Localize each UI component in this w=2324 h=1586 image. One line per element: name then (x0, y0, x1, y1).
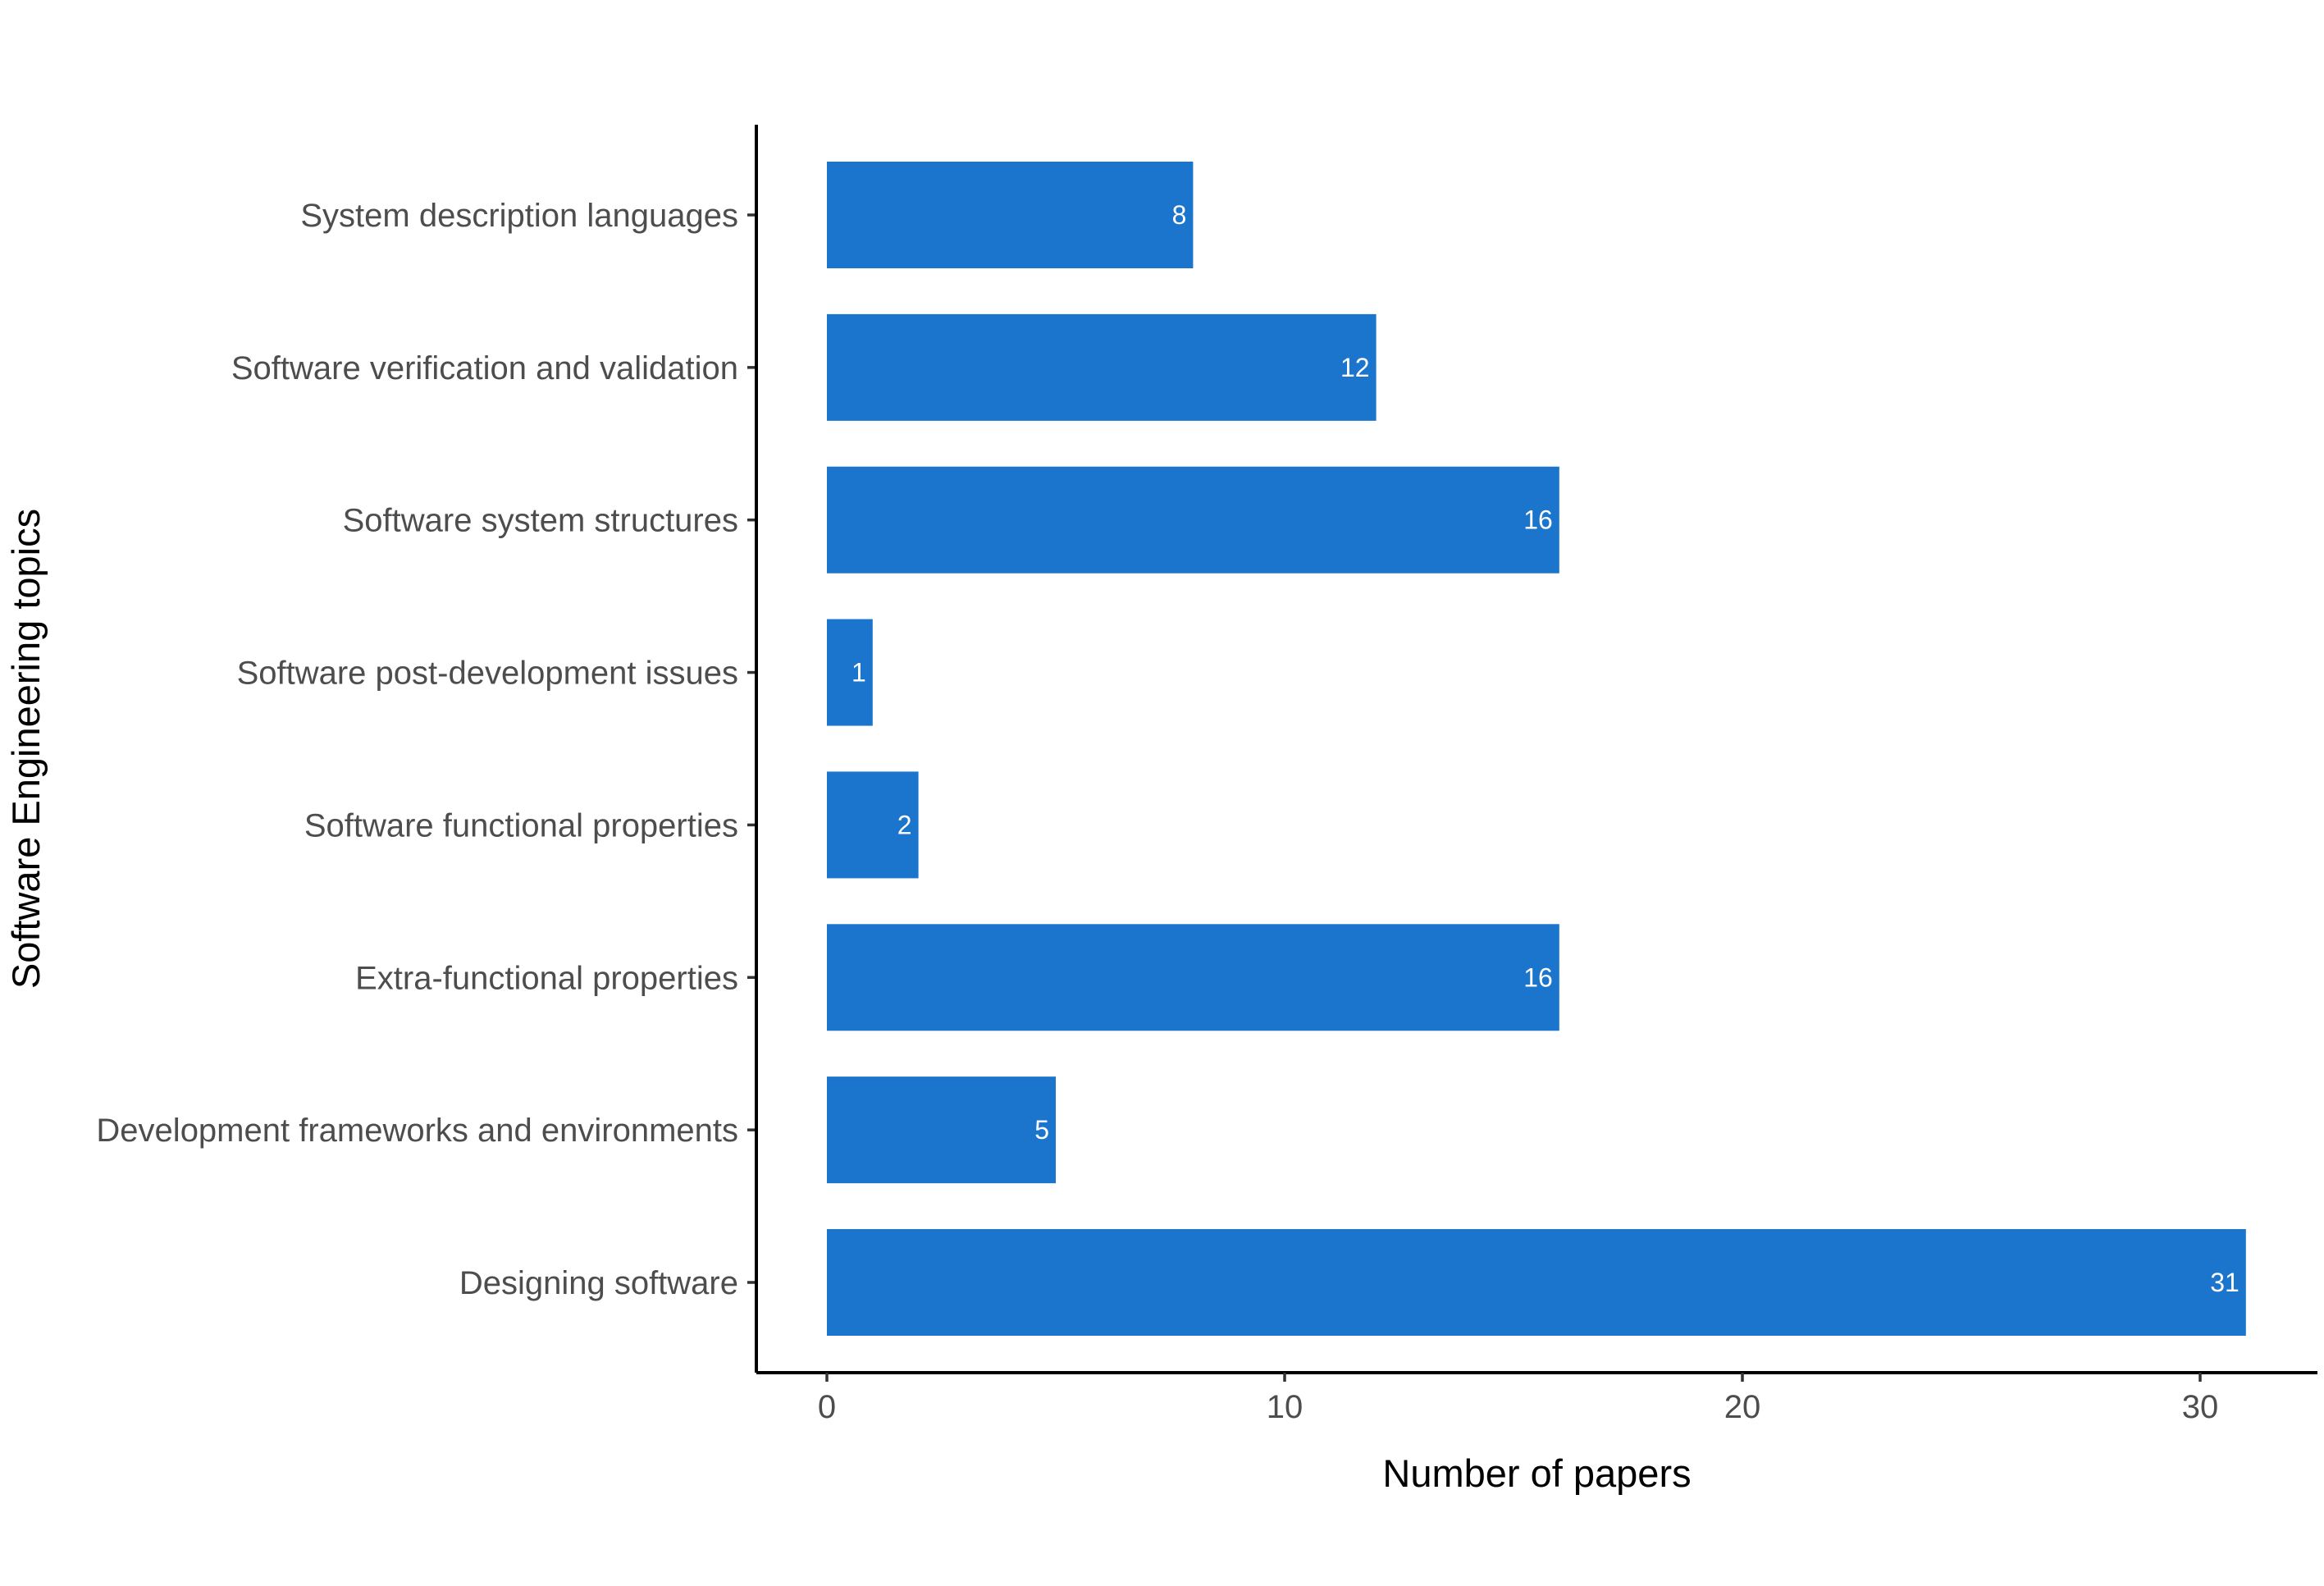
bar (827, 1229, 2246, 1336)
bar (827, 466, 1559, 574)
y-axis: System description languages Software ver… (96, 125, 758, 1373)
y-axis-title: Software Engineering topics (4, 509, 48, 989)
bar-value-label: 12 (1340, 353, 1370, 382)
category-label: Designing software (459, 1265, 738, 1301)
category-label: Software functional properties (304, 807, 738, 843)
category-label: Software system structures (343, 503, 738, 539)
bar-value-label: 1 (852, 658, 866, 688)
bar (827, 162, 1194, 268)
x-tick-label: 30 (2182, 1389, 2219, 1425)
bar-value-label: 16 (1523, 505, 1553, 535)
bar-value-label: 8 (1172, 200, 1187, 230)
x-axis: 0 10 20 30 (756, 1371, 2317, 1425)
x-tick-label: 20 (1724, 1389, 1761, 1425)
category-label: Development frameworks and environments (96, 1113, 738, 1149)
category-label: Extra-functional properties (355, 960, 738, 996)
category-label: Software post-development issues (237, 656, 738, 692)
bars-group (827, 162, 2246, 1336)
bar-value-label: 16 (1523, 962, 1553, 992)
bar (827, 771, 919, 879)
category-label: Software verification and validation (231, 350, 738, 386)
x-axis-title: Number of papers (1382, 1451, 1691, 1495)
bar-value-label: 31 (2210, 1268, 2240, 1297)
bar (827, 619, 873, 726)
category-label: System description languages (300, 198, 738, 234)
bar (827, 1076, 1056, 1184)
bar (827, 924, 1559, 1031)
x-tick-label: 10 (1267, 1389, 1304, 1425)
bar-value-label: 2 (897, 810, 912, 839)
bar (827, 313, 1377, 421)
x-tick-label: 0 (818, 1389, 836, 1425)
bar-value-label: 5 (1034, 1115, 1049, 1145)
